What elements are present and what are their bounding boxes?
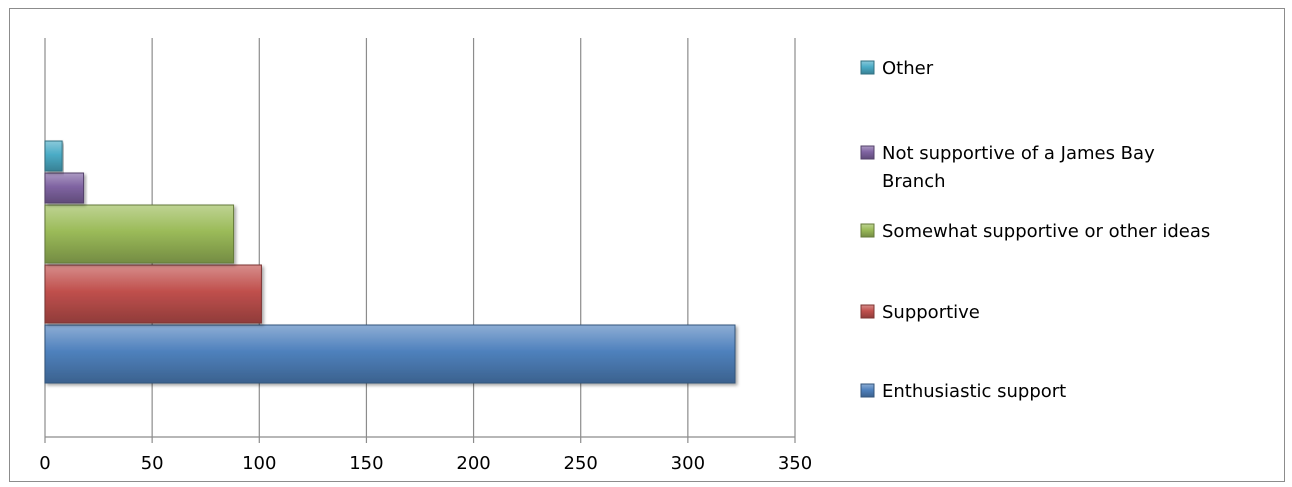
- x-tick-label: 350: [778, 453, 812, 474]
- legend-item: Somewhat supportive or other ideas: [860, 221, 1210, 242]
- legend-label: Branch: [882, 171, 946, 192]
- legend-swatch: [860, 145, 875, 160]
- legend-swatch: [860, 223, 875, 238]
- bar-not-supportive-of-a-james-bay-branch: [44, 172, 85, 204]
- x-tick-label: 300: [671, 453, 705, 474]
- bar-enthusiastic-support: [44, 324, 736, 384]
- legend-label: Somewhat supportive or other ideas: [882, 221, 1210, 242]
- x-tick-label: 0: [39, 453, 50, 474]
- bar-supportive: [44, 264, 262, 324]
- bar-other: [44, 140, 63, 172]
- legend-swatch: [860, 60, 875, 75]
- x-tick-label: 250: [564, 453, 598, 474]
- legend-item: Other: [860, 58, 934, 79]
- legend-swatch: [860, 383, 875, 398]
- legend-label: Not supportive of a James Bay: [882, 143, 1155, 164]
- legend-label: Enthusiastic support: [882, 381, 1066, 402]
- legend-label: Other: [882, 58, 934, 79]
- legend-item: Supportive: [860, 302, 980, 323]
- legend-item: Enthusiastic support: [860, 381, 1066, 402]
- legend: Other Not supportive of a James Bay Branch…: [860, 58, 1210, 402]
- x-tick-label: 100: [242, 453, 276, 474]
- x-tick-labels: 0 50 100 150 200 250 300 350: [39, 453, 812, 474]
- legend-item: Not supportive of a James Bay Branch: [860, 143, 1155, 192]
- x-tick-label: 50: [141, 453, 164, 474]
- legend-label: Supportive: [882, 302, 980, 323]
- x-tick-label: 200: [456, 453, 490, 474]
- bar-series: [44, 140, 736, 384]
- bar-somewhat-supportive-or-other-ideas: [44, 204, 235, 264]
- legend-swatch: [860, 304, 875, 319]
- x-tick-label: 150: [349, 453, 383, 474]
